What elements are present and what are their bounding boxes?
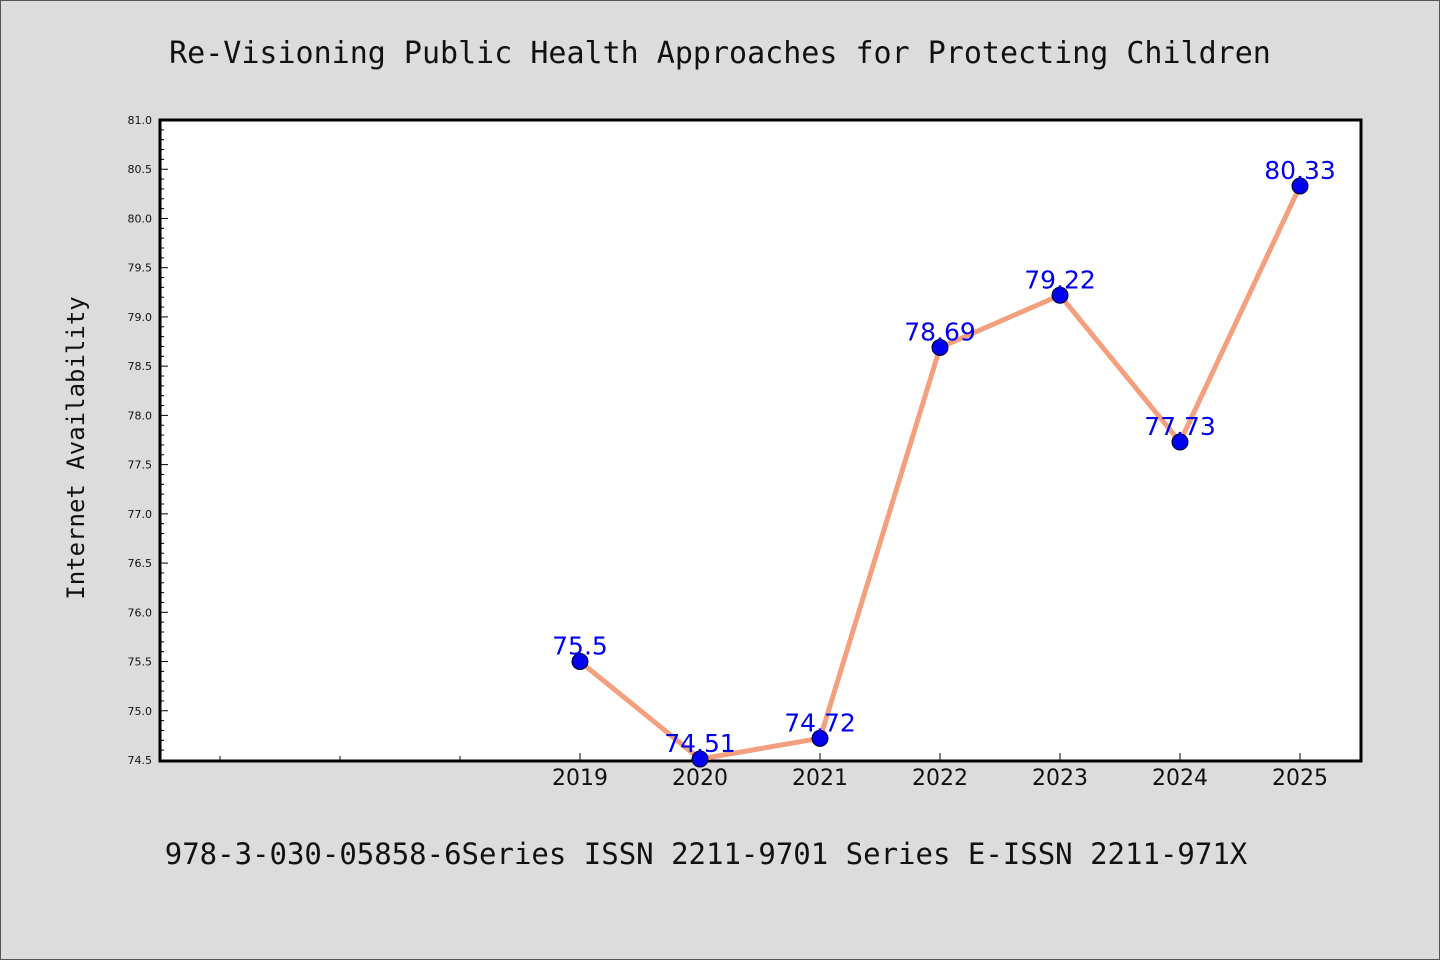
data-point-marker (1051, 286, 1069, 304)
y-tick-label: 76.5 (128, 557, 153, 570)
y-tick-label: 78.0 (128, 409, 153, 422)
data-point-marker (691, 750, 709, 768)
y-tick-label: 76.0 (128, 606, 153, 619)
x-tick-label: 2022 (912, 766, 968, 791)
y-tick-label: 75.0 (128, 705, 153, 718)
x-tick-label: 2020 (672, 766, 728, 791)
data-label: 78.69 (904, 317, 976, 346)
y-tick-label: 81.0 (128, 114, 153, 127)
y-tick-label: 78.5 (128, 360, 153, 373)
data-point-marker (1291, 177, 1309, 195)
y-tick-label: 75.5 (128, 656, 153, 669)
data-labels-group: 75.5 74.51 74.72 78.69 79.22 77.73 80.33 (552, 156, 1336, 758)
data-point-marker (1171, 433, 1189, 451)
y-tick-label: 80.0 (128, 212, 153, 225)
x-tick-label: 2025 (1272, 766, 1328, 791)
data-label: 74.51 (664, 729, 736, 758)
y-tick-label: 80.5 (128, 163, 153, 176)
y-tick-label: 79.0 (128, 311, 153, 324)
data-point-marker (571, 653, 589, 671)
x-tick-label: 2021 (792, 766, 848, 791)
data-point-marker (931, 338, 949, 356)
x-tick-label: 2023 (1032, 766, 1088, 791)
data-label: 77.73 (1144, 412, 1216, 441)
y-tick-label: 77.0 (128, 508, 153, 521)
data-label: 80.33 (1264, 156, 1336, 185)
plot-area (158, 118, 1363, 763)
data-point-marker (811, 729, 829, 747)
chart-title: Re-Visioning Public Health Approaches fo… (169, 36, 1271, 71)
footer-isbn-text: 978-3-030-05858-6Series ISSN 2211-9701 S… (165, 837, 1248, 871)
y-tick-label: 74.5 (128, 754, 153, 767)
x-axis: 2019 2020 2021 2022 2023 2024 2025 (219, 753, 1328, 791)
y-axis-label: Internet Availability (62, 296, 90, 599)
data-label: 74.72 (784, 708, 856, 737)
series-line-group (571, 177, 1309, 768)
x-tick-label: 2024 (1152, 766, 1208, 791)
data-label: 79.22 (1024, 265, 1096, 294)
y-tick-label: 79.5 (128, 262, 153, 275)
y-tick-label: 77.5 (128, 459, 153, 472)
y-axis: 74.5 75.0 75.5 76.0 76.5 77.0 77.5 78.0 78.5 79.0… (128, 114, 168, 767)
x-tick-label: 2019 (552, 766, 608, 791)
data-label: 75.5 (552, 632, 608, 661)
